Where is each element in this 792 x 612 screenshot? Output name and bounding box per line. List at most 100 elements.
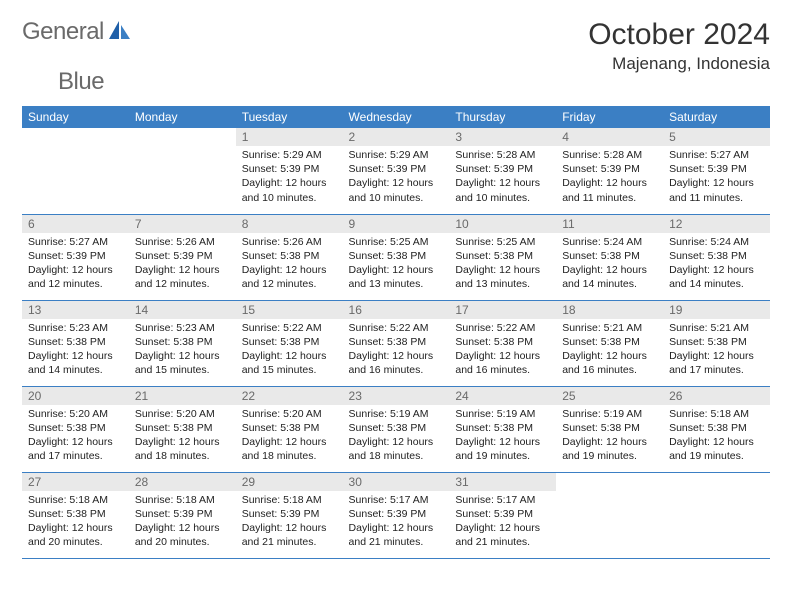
day-number: 28	[129, 473, 236, 491]
day-number: 24	[449, 387, 556, 405]
day-number: 2	[343, 128, 450, 146]
day-number: 30	[343, 473, 450, 491]
calendar-cell: 22Sunrise: 5:20 AMSunset: 5:38 PMDayligh…	[236, 386, 343, 472]
day-number: 5	[663, 128, 770, 146]
calendar-row: 20Sunrise: 5:20 AMSunset: 5:38 PMDayligh…	[22, 386, 770, 472]
day-number: 17	[449, 301, 556, 319]
calendar-cell: 25Sunrise: 5:19 AMSunset: 5:38 PMDayligh…	[556, 386, 663, 472]
brand-blue: Blue	[58, 68, 104, 96]
day-number: 8	[236, 215, 343, 233]
calendar-cell: 9Sunrise: 5:25 AMSunset: 5:38 PMDaylight…	[343, 214, 450, 300]
day-content: Sunrise: 5:20 AMSunset: 5:38 PMDaylight:…	[236, 405, 343, 468]
calendar-cell: 29Sunrise: 5:18 AMSunset: 5:39 PMDayligh…	[236, 472, 343, 558]
day-number: 26	[663, 387, 770, 405]
day-content: Sunrise: 5:25 AMSunset: 5:38 PMDaylight:…	[343, 233, 450, 296]
calendar-cell: 1Sunrise: 5:29 AMSunset: 5:39 PMDaylight…	[236, 128, 343, 214]
day-number: 13	[22, 301, 129, 319]
day-content: Sunrise: 5:20 AMSunset: 5:38 PMDaylight:…	[22, 405, 129, 468]
day-number: 11	[556, 215, 663, 233]
day-header: Sunday	[22, 106, 129, 128]
calendar-cell: 8Sunrise: 5:26 AMSunset: 5:38 PMDaylight…	[236, 214, 343, 300]
calendar-cell: 19Sunrise: 5:21 AMSunset: 5:38 PMDayligh…	[663, 300, 770, 386]
day-number: 22	[236, 387, 343, 405]
month-title: October 2024	[588, 18, 770, 52]
calendar-cell: 4Sunrise: 5:28 AMSunset: 5:39 PMDaylight…	[556, 128, 663, 214]
calendar-cell: 20Sunrise: 5:20 AMSunset: 5:38 PMDayligh…	[22, 386, 129, 472]
calendar-table: Sunday Monday Tuesday Wednesday Thursday…	[22, 106, 770, 559]
day-content: Sunrise: 5:22 AMSunset: 5:38 PMDaylight:…	[343, 319, 450, 382]
day-content: Sunrise: 5:28 AMSunset: 5:39 PMDaylight:…	[449, 146, 556, 209]
day-content: Sunrise: 5:27 AMSunset: 5:39 PMDaylight:…	[22, 233, 129, 296]
day-content: Sunrise: 5:17 AMSunset: 5:39 PMDaylight:…	[449, 491, 556, 554]
day-content: Sunrise: 5:23 AMSunset: 5:38 PMDaylight:…	[129, 319, 236, 382]
day-number: 10	[449, 215, 556, 233]
day-number: 18	[556, 301, 663, 319]
day-content: Sunrise: 5:25 AMSunset: 5:38 PMDaylight:…	[449, 233, 556, 296]
calendar-cell: 26Sunrise: 5:18 AMSunset: 5:38 PMDayligh…	[663, 386, 770, 472]
day-content: Sunrise: 5:19 AMSunset: 5:38 PMDaylight:…	[556, 405, 663, 468]
calendar-cell: ..	[663, 472, 770, 558]
day-number: 7	[129, 215, 236, 233]
day-header-row: Sunday Monday Tuesday Wednesday Thursday…	[22, 106, 770, 128]
calendar-row: 27Sunrise: 5:18 AMSunset: 5:38 PMDayligh…	[22, 472, 770, 558]
calendar-cell: 3Sunrise: 5:28 AMSunset: 5:39 PMDaylight…	[449, 128, 556, 214]
day-header: Tuesday	[236, 106, 343, 128]
header: General October 2024 Majenang, Indonesia	[22, 18, 770, 74]
calendar-cell: 6Sunrise: 5:27 AMSunset: 5:39 PMDaylight…	[22, 214, 129, 300]
calendar-cell: ..	[129, 128, 236, 214]
calendar-cell: 17Sunrise: 5:22 AMSunset: 5:38 PMDayligh…	[449, 300, 556, 386]
day-content: Sunrise: 5:24 AMSunset: 5:38 PMDaylight:…	[556, 233, 663, 296]
calendar-page: General October 2024 Majenang, Indonesia…	[0, 0, 792, 577]
sail-icon	[108, 19, 132, 46]
day-content: Sunrise: 5:26 AMSunset: 5:38 PMDaylight:…	[236, 233, 343, 296]
calendar-cell: 14Sunrise: 5:23 AMSunset: 5:38 PMDayligh…	[129, 300, 236, 386]
calendar-row: ....1Sunrise: 5:29 AMSunset: 5:39 PMDayl…	[22, 128, 770, 214]
day-content: Sunrise: 5:21 AMSunset: 5:38 PMDaylight:…	[556, 319, 663, 382]
location: Majenang, Indonesia	[588, 54, 770, 74]
day-number: 20	[22, 387, 129, 405]
calendar-cell: 28Sunrise: 5:18 AMSunset: 5:39 PMDayligh…	[129, 472, 236, 558]
calendar-cell: 10Sunrise: 5:25 AMSunset: 5:38 PMDayligh…	[449, 214, 556, 300]
day-number: 9	[343, 215, 450, 233]
calendar-cell: 15Sunrise: 5:22 AMSunset: 5:38 PMDayligh…	[236, 300, 343, 386]
day-content: Sunrise: 5:21 AMSunset: 5:38 PMDaylight:…	[663, 319, 770, 382]
day-content: Sunrise: 5:20 AMSunset: 5:38 PMDaylight:…	[129, 405, 236, 468]
calendar-cell: 18Sunrise: 5:21 AMSunset: 5:38 PMDayligh…	[556, 300, 663, 386]
day-number: 1	[236, 128, 343, 146]
day-header: Monday	[129, 106, 236, 128]
day-content: Sunrise: 5:18 AMSunset: 5:39 PMDaylight:…	[129, 491, 236, 554]
calendar-cell: 5Sunrise: 5:27 AMSunset: 5:39 PMDaylight…	[663, 128, 770, 214]
calendar-cell: 23Sunrise: 5:19 AMSunset: 5:38 PMDayligh…	[343, 386, 450, 472]
day-content: Sunrise: 5:29 AMSunset: 5:39 PMDaylight:…	[343, 146, 450, 209]
calendar-cell: 12Sunrise: 5:24 AMSunset: 5:38 PMDayligh…	[663, 214, 770, 300]
calendar-cell: 7Sunrise: 5:26 AMSunset: 5:39 PMDaylight…	[129, 214, 236, 300]
calendar-cell: 24Sunrise: 5:19 AMSunset: 5:38 PMDayligh…	[449, 386, 556, 472]
day-number: 4	[556, 128, 663, 146]
calendar-cell: 30Sunrise: 5:17 AMSunset: 5:39 PMDayligh…	[343, 472, 450, 558]
calendar-cell: 13Sunrise: 5:23 AMSunset: 5:38 PMDayligh…	[22, 300, 129, 386]
day-content: Sunrise: 5:22 AMSunset: 5:38 PMDaylight:…	[236, 319, 343, 382]
calendar-cell: ..	[556, 472, 663, 558]
day-content: Sunrise: 5:29 AMSunset: 5:39 PMDaylight:…	[236, 146, 343, 209]
calendar-cell: 16Sunrise: 5:22 AMSunset: 5:38 PMDayligh…	[343, 300, 450, 386]
day-content: Sunrise: 5:23 AMSunset: 5:38 PMDaylight:…	[22, 319, 129, 382]
brand-general: General	[22, 18, 104, 46]
calendar-cell: 31Sunrise: 5:17 AMSunset: 5:39 PMDayligh…	[449, 472, 556, 558]
calendar-cell: 2Sunrise: 5:29 AMSunset: 5:39 PMDaylight…	[343, 128, 450, 214]
day-number: 3	[449, 128, 556, 146]
day-content: Sunrise: 5:27 AMSunset: 5:39 PMDaylight:…	[663, 146, 770, 209]
calendar-row: 6Sunrise: 5:27 AMSunset: 5:39 PMDaylight…	[22, 214, 770, 300]
day-content: Sunrise: 5:26 AMSunset: 5:39 PMDaylight:…	[129, 233, 236, 296]
day-content: Sunrise: 5:19 AMSunset: 5:38 PMDaylight:…	[343, 405, 450, 468]
calendar-cell: ..	[22, 128, 129, 214]
day-number: 21	[129, 387, 236, 405]
day-number: 6	[22, 215, 129, 233]
day-number: 14	[129, 301, 236, 319]
day-number: 27	[22, 473, 129, 491]
day-number: 23	[343, 387, 450, 405]
title-block: October 2024 Majenang, Indonesia	[588, 18, 770, 74]
day-content: Sunrise: 5:28 AMSunset: 5:39 PMDaylight:…	[556, 146, 663, 209]
day-number: 25	[556, 387, 663, 405]
day-content: Sunrise: 5:24 AMSunset: 5:38 PMDaylight:…	[663, 233, 770, 296]
day-number: 15	[236, 301, 343, 319]
